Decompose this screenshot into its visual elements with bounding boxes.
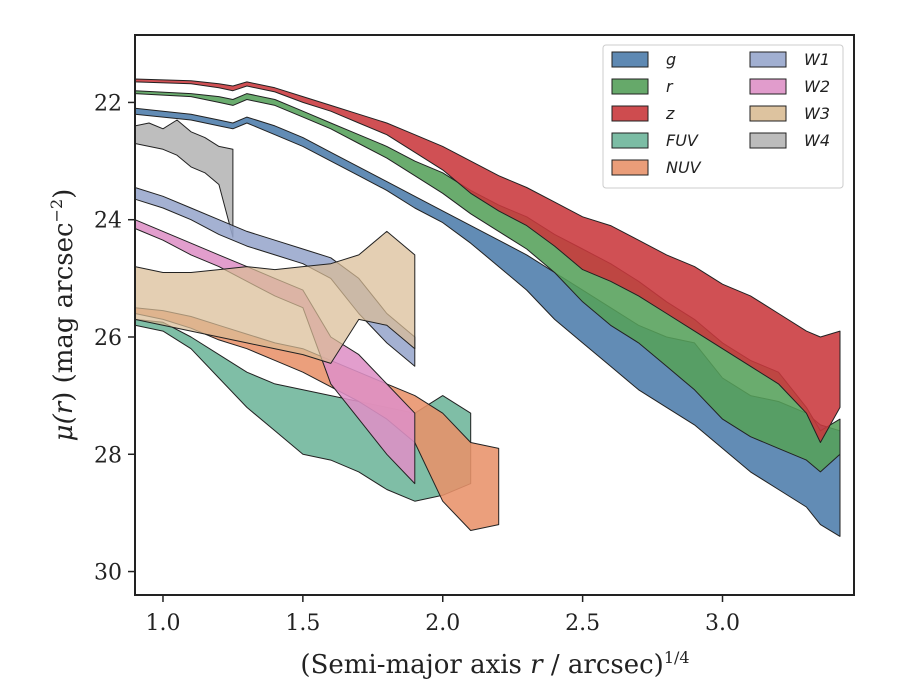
y-tick-label: 22 <box>94 91 122 116</box>
x-axis: 1.0 1.5 2.0 2.5 3.0 <box>145 595 740 636</box>
legend-swatch-fuv <box>611 132 649 149</box>
legend-label-nuv: NUV <box>666 158 702 177</box>
legend-label-z: z <box>665 104 675 123</box>
legend-swatch-w4 <box>749 132 787 149</box>
y-tick-label: 30 <box>94 561 122 586</box>
legend-swatch-w1 <box>749 51 787 68</box>
x-tick-label: 3.0 <box>705 611 740 636</box>
legend-swatch-z <box>611 105 649 122</box>
legend-swatch-nuv <box>611 159 649 176</box>
x-tick-label: 2.0 <box>425 611 460 636</box>
y-axis-label: μ(r) (mag arcsec−2) <box>47 189 79 442</box>
y-tick-label: 28 <box>94 443 122 468</box>
legend: grz FUV NUV W1 W2 W3 W4 <box>602 44 844 189</box>
band-g <box>134 107 841 537</box>
x-tick-label: 1.5 <box>285 611 320 636</box>
series-layer <box>134 78 841 537</box>
plot-frame <box>134 34 855 596</box>
legend-label-fuv: FUV <box>666 131 699 150</box>
y-axis: 22 24 26 28 30 <box>94 91 135 586</box>
band-w3 <box>134 230 416 364</box>
x-axis-label: (Semi-major axis r / arcsec)1/4 <box>300 648 689 680</box>
band-w1 <box>134 187 416 367</box>
legend-label-w1: W1 <box>804 50 830 69</box>
legend-label-g: g <box>666 50 676 69</box>
legend-swatch-g <box>611 51 649 68</box>
legend-swatch-r <box>611 78 649 95</box>
x-tick-label: 1.0 <box>145 611 180 636</box>
band-w2 <box>134 219 416 485</box>
band-z <box>134 78 841 443</box>
legend-label-r: r <box>666 77 674 96</box>
legend-swatch-w3 <box>749 105 787 122</box>
y-tick-label: 24 <box>94 209 122 234</box>
y-tick-label: 26 <box>94 326 122 351</box>
legend-label-w2: W2 <box>804 77 830 96</box>
band-r <box>134 90 841 473</box>
legend-label-w4: W4 <box>804 131 830 150</box>
legend-label-w3: W3 <box>804 104 830 123</box>
x-tick-label: 2.5 <box>565 611 600 636</box>
legend-swatch-w2 <box>749 78 787 95</box>
